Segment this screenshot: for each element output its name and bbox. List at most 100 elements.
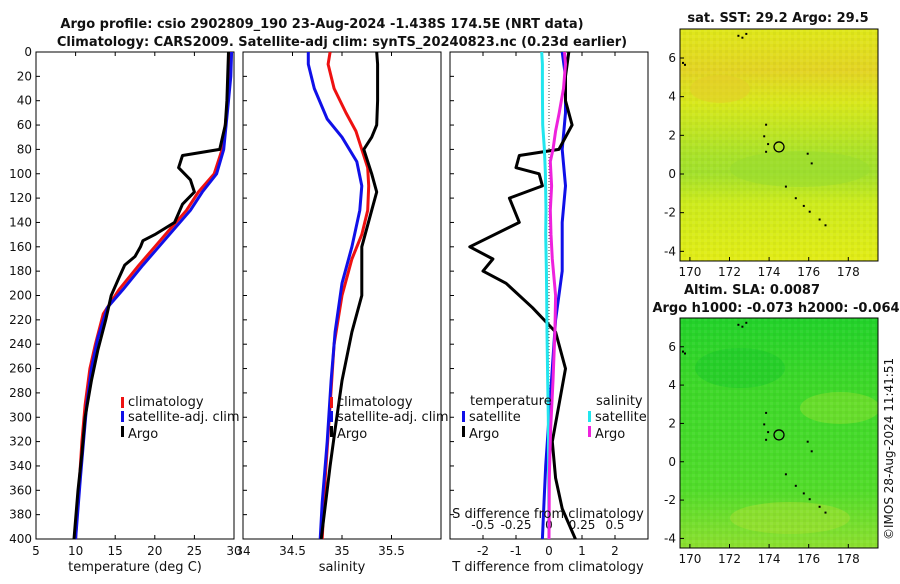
difference-lines bbox=[468, 51, 577, 540]
legend-swatch-black bbox=[330, 426, 333, 437]
y-tick-label: 6 bbox=[668, 51, 676, 65]
difference-legend: temperature salinity satellite Argo sate… bbox=[462, 394, 647, 442]
x-tick-label: 0 bbox=[545, 544, 553, 558]
series-line-salinity-argo bbox=[547, 51, 567, 540]
sla-title-line2: Argo h1000: -0.073 h2000: -0.064 bbox=[652, 301, 899, 316]
sst-map-islands bbox=[682, 32, 827, 227]
x-tick-label: 35.5 bbox=[378, 544, 405, 558]
x-tick-label: -2 bbox=[477, 544, 489, 558]
y-tick-label: 40 bbox=[17, 94, 32, 108]
island-mark bbox=[684, 352, 686, 355]
island-mark bbox=[682, 61, 684, 64]
legend-swatch-black bbox=[462, 426, 465, 437]
y-tick-label: 4 bbox=[668, 378, 676, 392]
salinity-lines bbox=[306, 51, 380, 540]
series-line-temperature-satellite bbox=[540, 51, 567, 540]
legend-label: Argo bbox=[595, 427, 625, 442]
salinity-diff-tick-label: -0.5 bbox=[471, 518, 494, 532]
temperature-axes-box bbox=[35, 51, 235, 540]
sst-map: 170 172 174 176 178 -4 -2 0 2 4 6 bbox=[664, 28, 879, 279]
y-tick-label: 320 bbox=[9, 435, 32, 449]
island-mark bbox=[684, 63, 686, 66]
y-tick-label: -4 bbox=[664, 244, 676, 258]
salinity-ticks: 34 34.5 35 35.5 bbox=[235, 51, 405, 558]
y-tick-label: 80 bbox=[17, 142, 32, 156]
x-tick-label: 178 bbox=[837, 265, 860, 279]
x-tick-label: 174 bbox=[758, 552, 781, 566]
sst-title: sat. SST: 29.2 Argo: 29.5 bbox=[687, 11, 868, 26]
legend-label: climatology bbox=[337, 395, 413, 410]
temperature-xlabel: temperature (deg C) bbox=[68, 560, 202, 575]
difference-ticks: -2 -1 0 1 2-0.5 -0.25 0 0.25 0.5 bbox=[450, 51, 625, 558]
main-title-line2: Climatology: CARS2009. Satellite-adj cli… bbox=[57, 35, 627, 50]
island-mark bbox=[818, 505, 821, 508]
island-mark bbox=[794, 484, 797, 487]
argo-position-marker bbox=[773, 141, 785, 153]
island-mark bbox=[824, 224, 827, 227]
series-line-argo bbox=[319, 51, 380, 540]
island-mark bbox=[784, 185, 787, 188]
x-tick-label: 178 bbox=[837, 552, 860, 566]
y-tick-label: 400 bbox=[9, 532, 32, 546]
sla-map: 170 172 174 176 178 -4 -2 0 2 4 6 bbox=[664, 317, 879, 566]
island-mark bbox=[737, 323, 740, 326]
island-mark bbox=[810, 450, 813, 453]
temperature-legend: climatology satellite-adj. clim Argo bbox=[121, 395, 240, 442]
island-mark bbox=[810, 162, 813, 165]
watermark: ©IMOS 28-Aug-2024 11:41:51 bbox=[882, 358, 896, 540]
difference-xlabel: T difference from climatology bbox=[451, 560, 644, 575]
y-tick-label: 0 bbox=[24, 45, 32, 59]
island-mark bbox=[765, 438, 768, 441]
y-tick-label: -2 bbox=[664, 206, 676, 220]
island-mark bbox=[808, 210, 811, 213]
legend-label: satellite bbox=[595, 410, 647, 425]
legend-label: Argo bbox=[469, 427, 499, 442]
temperature-panel: 5 10 15 20 25 3002040608010012014016018020022… bbox=[9, 45, 242, 575]
y-tick-label: 60 bbox=[17, 118, 32, 132]
legend-label: Argo bbox=[128, 427, 158, 442]
island-mark bbox=[763, 423, 766, 426]
y-tick-label: 100 bbox=[9, 167, 32, 181]
y-tick-label: 240 bbox=[9, 337, 32, 351]
island-mark bbox=[737, 34, 740, 37]
salinity-legend: climatology satellite-adj. clim Argo bbox=[330, 395, 449, 442]
y-tick-label: 140 bbox=[9, 215, 32, 229]
island-mark bbox=[745, 321, 748, 324]
y-tick-label: 260 bbox=[9, 362, 32, 376]
x-tick-label: 172 bbox=[718, 265, 741, 279]
y-tick-label: 380 bbox=[9, 508, 32, 522]
y-tick-label: -4 bbox=[664, 531, 676, 545]
x-tick-label: 35 bbox=[334, 544, 349, 558]
x-tick-label: 20 bbox=[147, 544, 162, 558]
legend-label: satellite-adj. clim bbox=[337, 410, 449, 425]
x-tick-label: 176 bbox=[797, 265, 820, 279]
sst-texture bbox=[680, 29, 878, 261]
legend-swatch-blue bbox=[330, 411, 333, 422]
legend-label: satellite-adj. clim bbox=[128, 410, 240, 425]
island-mark bbox=[741, 36, 744, 39]
sla-texture bbox=[680, 318, 878, 548]
island-mark bbox=[802, 204, 805, 207]
y-tick-label: 200 bbox=[9, 289, 32, 303]
legend-swatch-black bbox=[121, 426, 124, 437]
legend-swatch-blue bbox=[462, 411, 465, 422]
legend-label: Argo bbox=[337, 427, 367, 442]
island-mark bbox=[806, 152, 809, 155]
sla-map-islands bbox=[682, 321, 827, 514]
y-tick-label: 6 bbox=[668, 340, 676, 354]
y-tick-label: 340 bbox=[9, 459, 32, 473]
argo-position-marker bbox=[773, 429, 785, 441]
series-line-temperature-argo bbox=[468, 51, 577, 540]
sst-cool-band bbox=[730, 151, 870, 187]
x-tick-label: 15 bbox=[108, 544, 123, 558]
island-mark bbox=[767, 431, 770, 434]
temperature-lines bbox=[72, 51, 234, 540]
island-mark bbox=[765, 150, 768, 153]
x-tick-label: 10 bbox=[68, 544, 83, 558]
island-mark bbox=[767, 143, 770, 146]
y-tick-label: 0 bbox=[668, 167, 676, 181]
legend-swatch-blue bbox=[121, 411, 124, 422]
legend-title-temperature: temperature bbox=[470, 394, 552, 409]
temperature-ticks: 5 10 15 20 25 3002040608010012014016018020022… bbox=[9, 45, 242, 558]
